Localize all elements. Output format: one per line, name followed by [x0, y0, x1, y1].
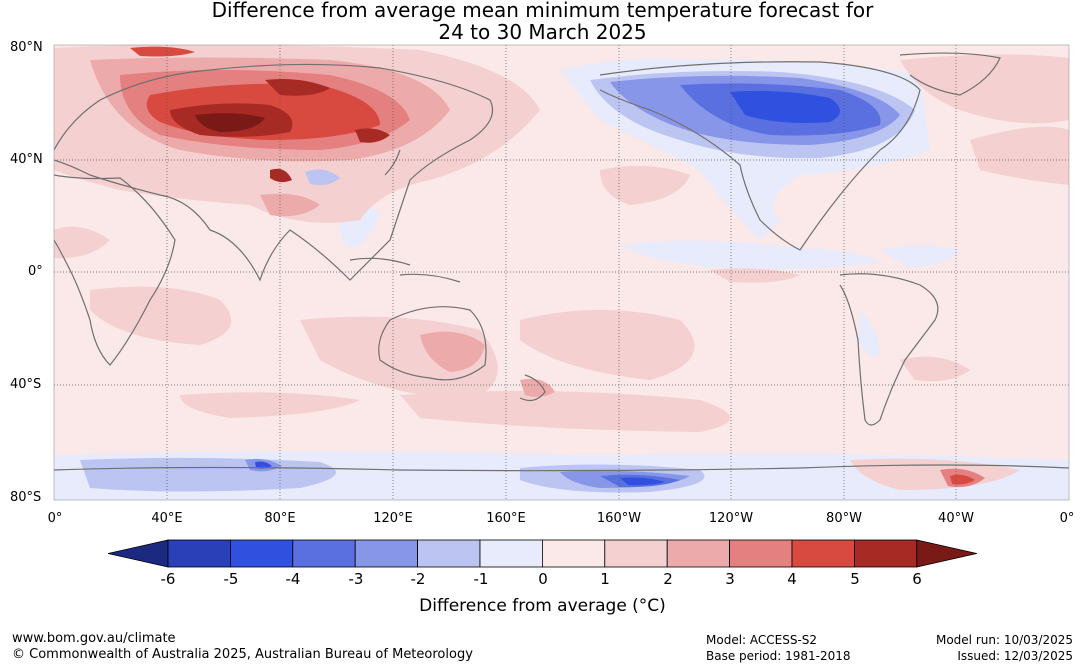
colorbar-extend-high	[916, 539, 977, 568]
colorbar-tick: -5	[223, 570, 239, 588]
footer-url[interactable]: www.bom.gov.au/climate	[12, 631, 176, 646]
colorbar-swatch	[854, 539, 918, 568]
lon-label-80e: 80°E	[264, 511, 296, 526]
colorbar-swatch	[791, 539, 855, 568]
colorbar-swatch	[542, 539, 606, 568]
colorbar-swatch	[417, 539, 481, 568]
colorbar-swatch	[604, 539, 668, 568]
chart-title-line2: 24 to 30 March 2025	[438, 20, 647, 44]
colorbar-extend-low	[107, 539, 169, 568]
lon-label-80w: 80°W	[826, 511, 862, 526]
chart-title-line1: Difference from average mean minimum tem…	[211, 0, 874, 22]
anomaly-pos-6	[195, 113, 265, 132]
colorbar-tick: -6	[160, 570, 176, 588]
lon-label-0-left: 0°	[47, 511, 63, 526]
lon-label-0-right: 0°	[1059, 511, 1075, 526]
coastlines	[54, 52, 1069, 472]
colorbar-label: Difference from average (°C)	[419, 596, 666, 616]
colorbar-tick: -3	[348, 570, 364, 588]
lon-label-120w: 120°W	[708, 511, 754, 526]
colorbar-swatch	[479, 539, 543, 568]
colorbar-tick: 4	[787, 570, 797, 588]
coast-new-zealand	[519, 374, 546, 402]
lon-label-40e: 40°E	[151, 511, 183, 526]
coast-australia	[378, 306, 487, 381]
colorbar-swatch	[229, 539, 294, 568]
colorbar-tick: -4	[285, 570, 301, 588]
footer-issued: Issued: 12/03/2025	[957, 649, 1073, 663]
lon-label-40w: 40°W	[938, 511, 974, 526]
colorbar-tick: 3	[725, 570, 735, 588]
coast-south-america	[839, 273, 939, 426]
lat-label-40n: 40°N	[10, 152, 43, 167]
lon-label-160w: 160°W	[596, 511, 642, 526]
footer-model: Model: ACCESS-S2	[706, 633, 818, 647]
lon-label-160e: 160°E	[486, 511, 526, 526]
coast-africa	[54, 174, 176, 366]
footer-model-run: Model run: 10/03/2025	[935, 633, 1073, 647]
anomaly-neg-5	[255, 90, 840, 486]
colorbar-tick: 1	[600, 570, 610, 588]
lat-label-0: 0°	[28, 264, 43, 279]
graticule	[54, 45, 1069, 500]
coast-indonesia	[349, 257, 461, 283]
lat-label-80n: 80°N	[10, 40, 43, 55]
colorbar	[107, 539, 977, 568]
colorbar-swatch	[729, 539, 793, 568]
colorbar-tick: 6	[912, 570, 922, 588]
coast-north-america	[599, 61, 921, 251]
coast-japan	[384, 149, 401, 176]
colorbar-tick: 5	[850, 570, 860, 588]
footer-base-period: Base period: 1981-2018	[706, 649, 851, 663]
coast-greenland	[899, 52, 1001, 96]
colorbar-swatch	[292, 539, 356, 568]
colorbar-swatch	[354, 539, 419, 568]
lat-label-40s: 40°S	[10, 377, 42, 392]
footer-copyright: © Commonwealth of Australia 2025, Austra…	[12, 647, 473, 662]
lat-label-80s: 80°S	[10, 490, 42, 505]
lon-label-120e: 120°E	[373, 511, 413, 526]
colorbar-tick: -2	[410, 570, 426, 588]
coast-europe-asia	[54, 63, 494, 282]
colorbar-tick: 2	[663, 570, 673, 588]
coast-antarctica	[54, 464, 1069, 472]
colorbar-swatch	[666, 539, 731, 568]
colorbar-tick: 0	[538, 570, 548, 588]
colorbar-swatch	[167, 539, 231, 568]
colorbar-tick: -1	[473, 570, 489, 588]
